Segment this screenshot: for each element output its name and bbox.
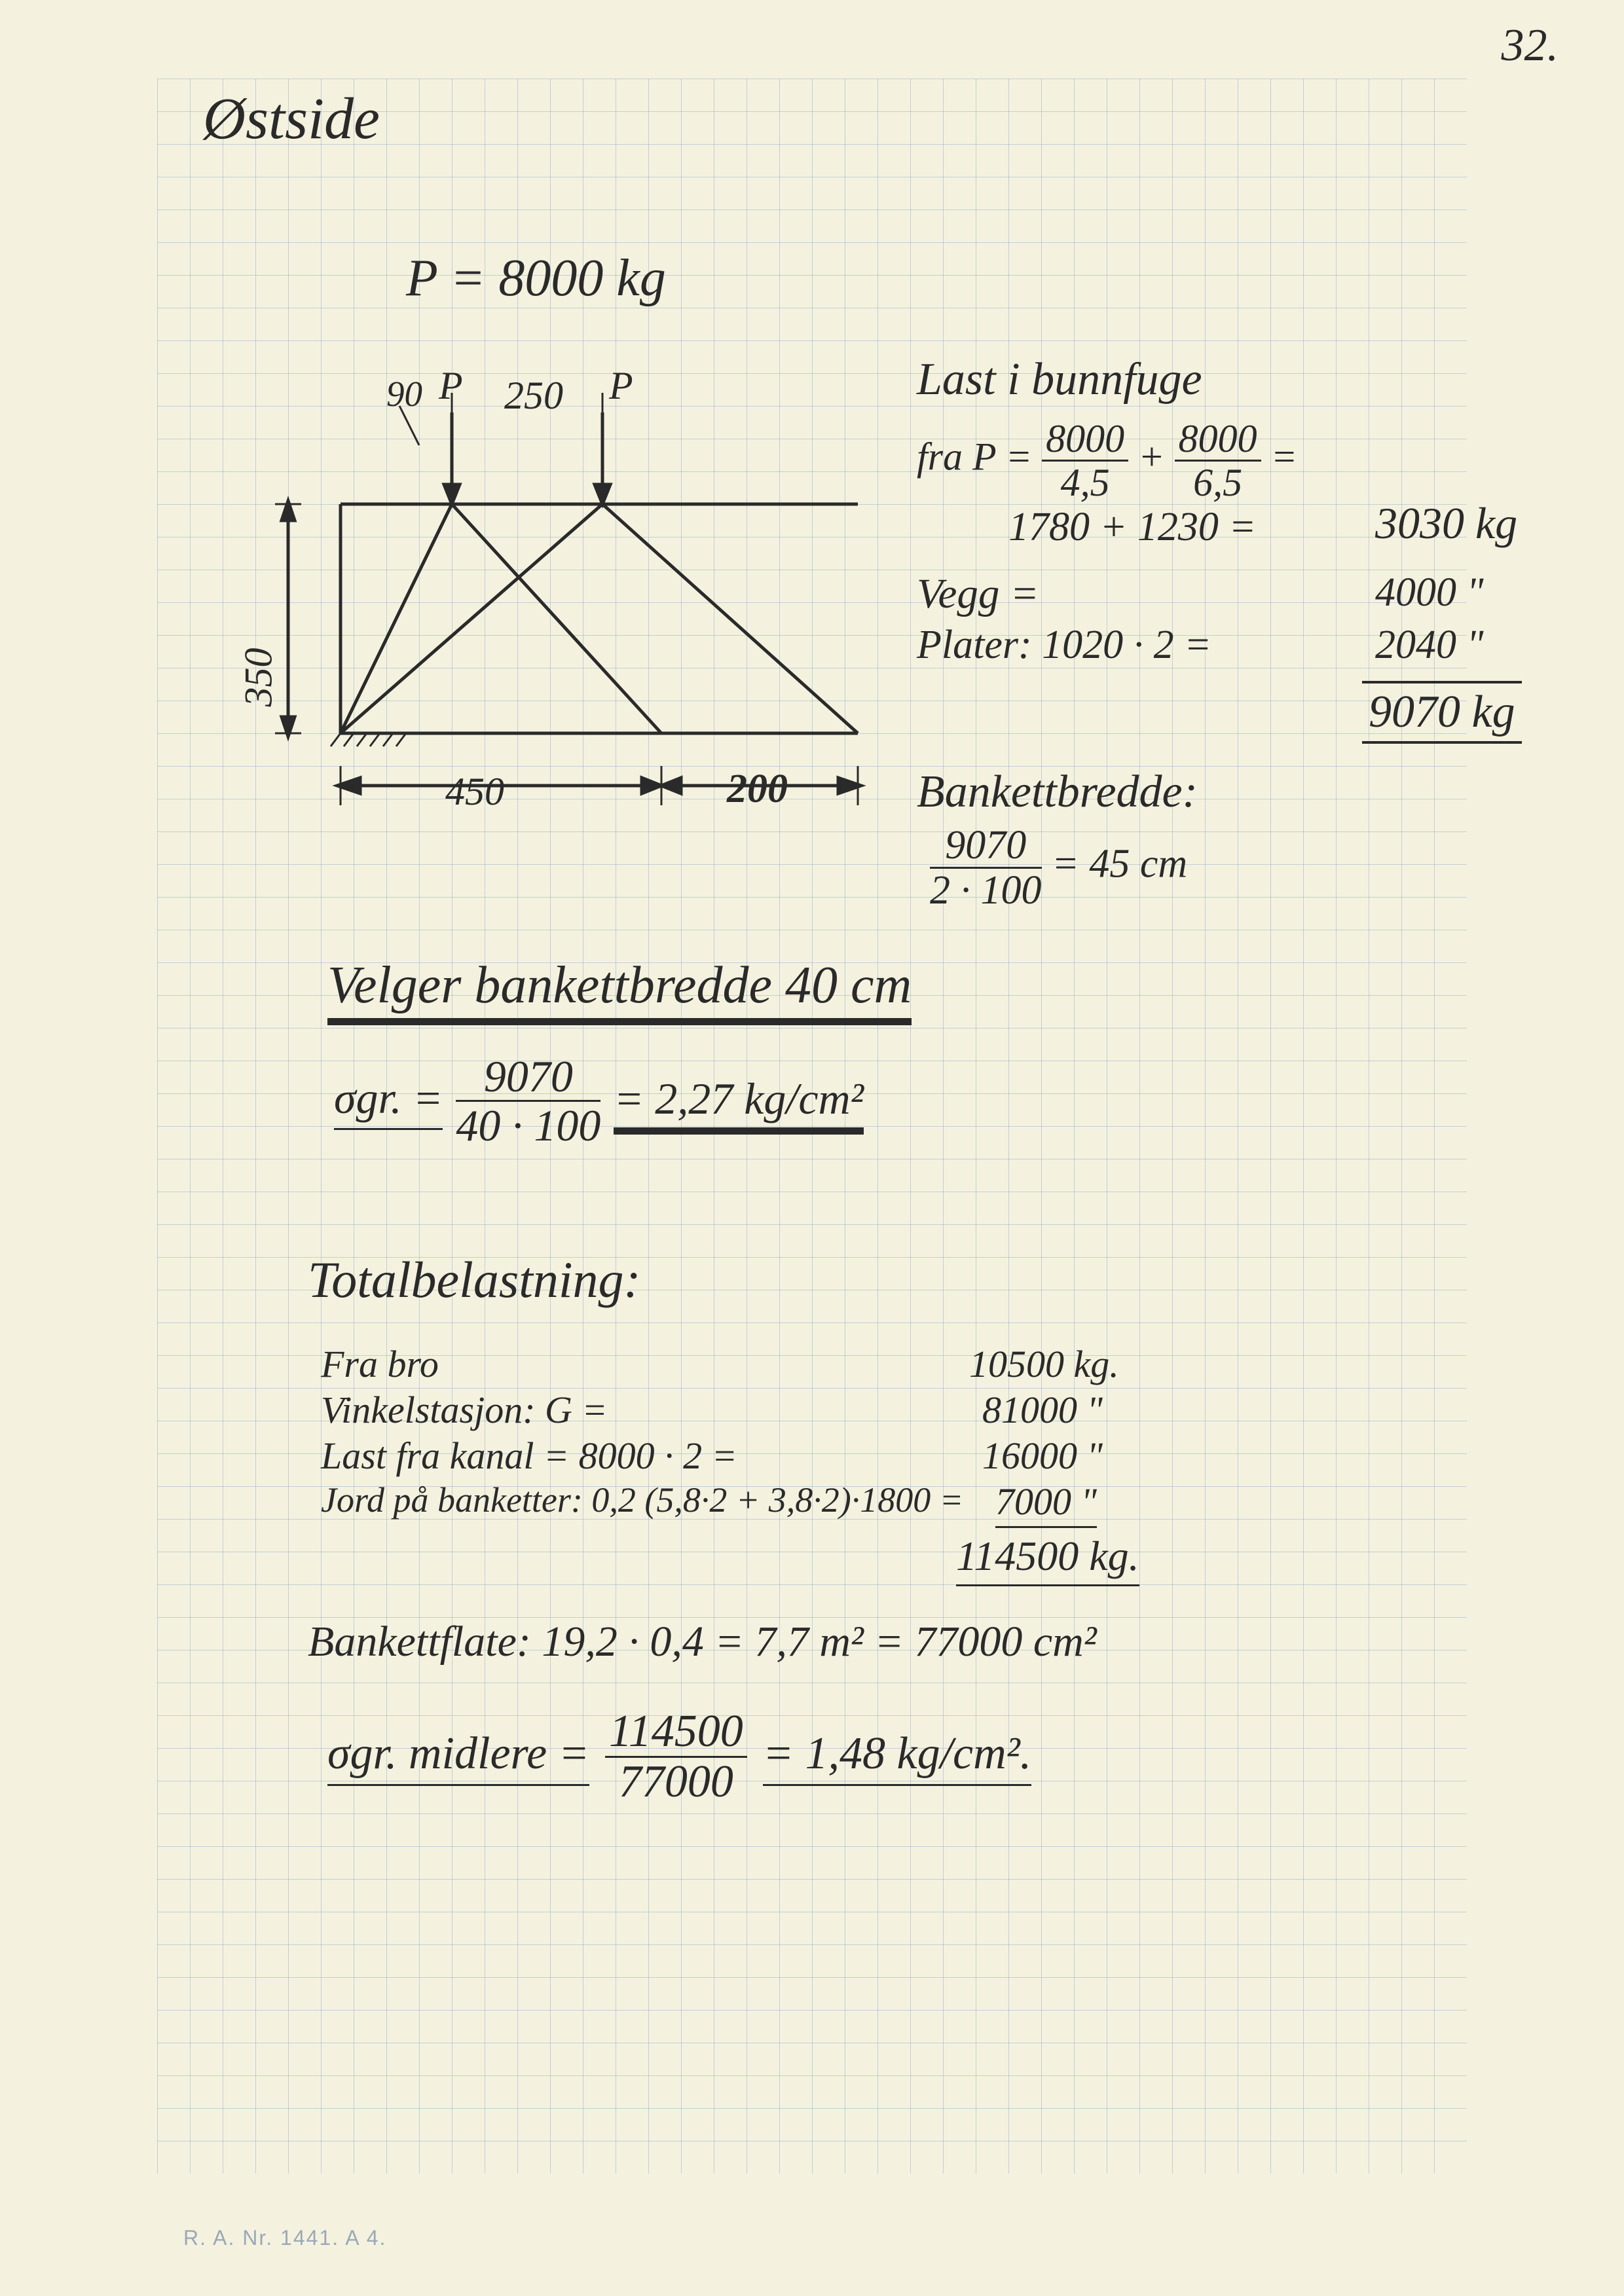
- label-p2: P: [609, 363, 633, 409]
- tot-r4l: Jord på banketter: 0,2 (5,8·2 + 3,8·2)·1…: [321, 1480, 963, 1520]
- bankett-calc: 9070 2 · 100 = 45 cm: [930, 825, 1187, 911]
- vegg-label: Vegg =: [917, 570, 1039, 619]
- tot-r1r: 10500 kg.: [969, 1342, 1119, 1386]
- sigma2-frac: 114500 77000: [605, 1709, 747, 1805]
- sigma1-frac: 9070 40 · 100: [456, 1054, 600, 1148]
- page-number: 32.: [1502, 20, 1559, 72]
- calc1-res1: 3030 kg: [1375, 498, 1517, 549]
- calc1-line2: 1780 + 1230 =: [1008, 504, 1256, 551]
- sigma1: σgr. = 9070 40 · 100 = 2,27 kg/cm²: [334, 1054, 864, 1148]
- bankett-heading: Bankettbredde:: [917, 766, 1198, 818]
- calc1-heading: Last i bunnfuge: [917, 354, 1202, 406]
- tot-sum: 114500 kg.: [956, 1532, 1139, 1586]
- flate: Bankettflate: 19,2 · 0,4 = 7,7 m² = 7700…: [308, 1617, 1097, 1667]
- sigma2: σgr. midlere = 114500 77000 = 1,48 kg/cm…: [327, 1709, 1031, 1805]
- page-title: Østside: [203, 85, 380, 153]
- tot-r2l: Vinkelstasjon: G =: [321, 1388, 608, 1432]
- dim-height: 350: [236, 648, 282, 707]
- graph-paper-page: 32. Østside P = 8000 kg: [0, 0, 1624, 2296]
- calc1-sum: 9070 kg: [1362, 681, 1522, 744]
- dim-top-span: 250: [504, 373, 563, 418]
- calc1-pre: fra P =: [917, 435, 1032, 478]
- calc1-frac2: 8000 6,5: [1175, 419, 1261, 502]
- calc1-frac1: 8000 4,5: [1042, 419, 1128, 502]
- tot-r4r: 7000 ": [995, 1480, 1097, 1528]
- dim-bottom-left: 450: [445, 769, 504, 814]
- plater-label: Plater: 1020 · 2 =: [917, 622, 1211, 668]
- footer-print: R. A. Nr. 1441. A 4.: [183, 2226, 386, 2250]
- vegg-val: 4000 ": [1375, 570, 1484, 616]
- total-heading: Totalbelastning:: [308, 1250, 641, 1309]
- calc1-line1: fra P = 8000 4,5 + 8000 6,5 =: [917, 419, 1297, 502]
- dim-bottom-right: 200: [727, 766, 788, 812]
- plater-val: 2040 ": [1375, 622, 1484, 668]
- tot-r2r: 81000 ": [982, 1388, 1103, 1432]
- tot-r3r: 16000 ": [982, 1434, 1103, 1478]
- load-diagram: [177, 354, 897, 825]
- label-p1: P: [439, 363, 463, 409]
- dim-top-offset: 90: [386, 373, 422, 414]
- load-equation: P = 8000 kg: [406, 249, 666, 308]
- tot-r3l: Last fra kanal = 8000 · 2 =: [321, 1434, 737, 1478]
- tot-r1l: Fra bro: [321, 1342, 439, 1386]
- choose-line: Velger bankettbredde 40 cm: [327, 956, 912, 1020]
- bankett-frac: 9070 2 · 100: [930, 825, 1042, 911]
